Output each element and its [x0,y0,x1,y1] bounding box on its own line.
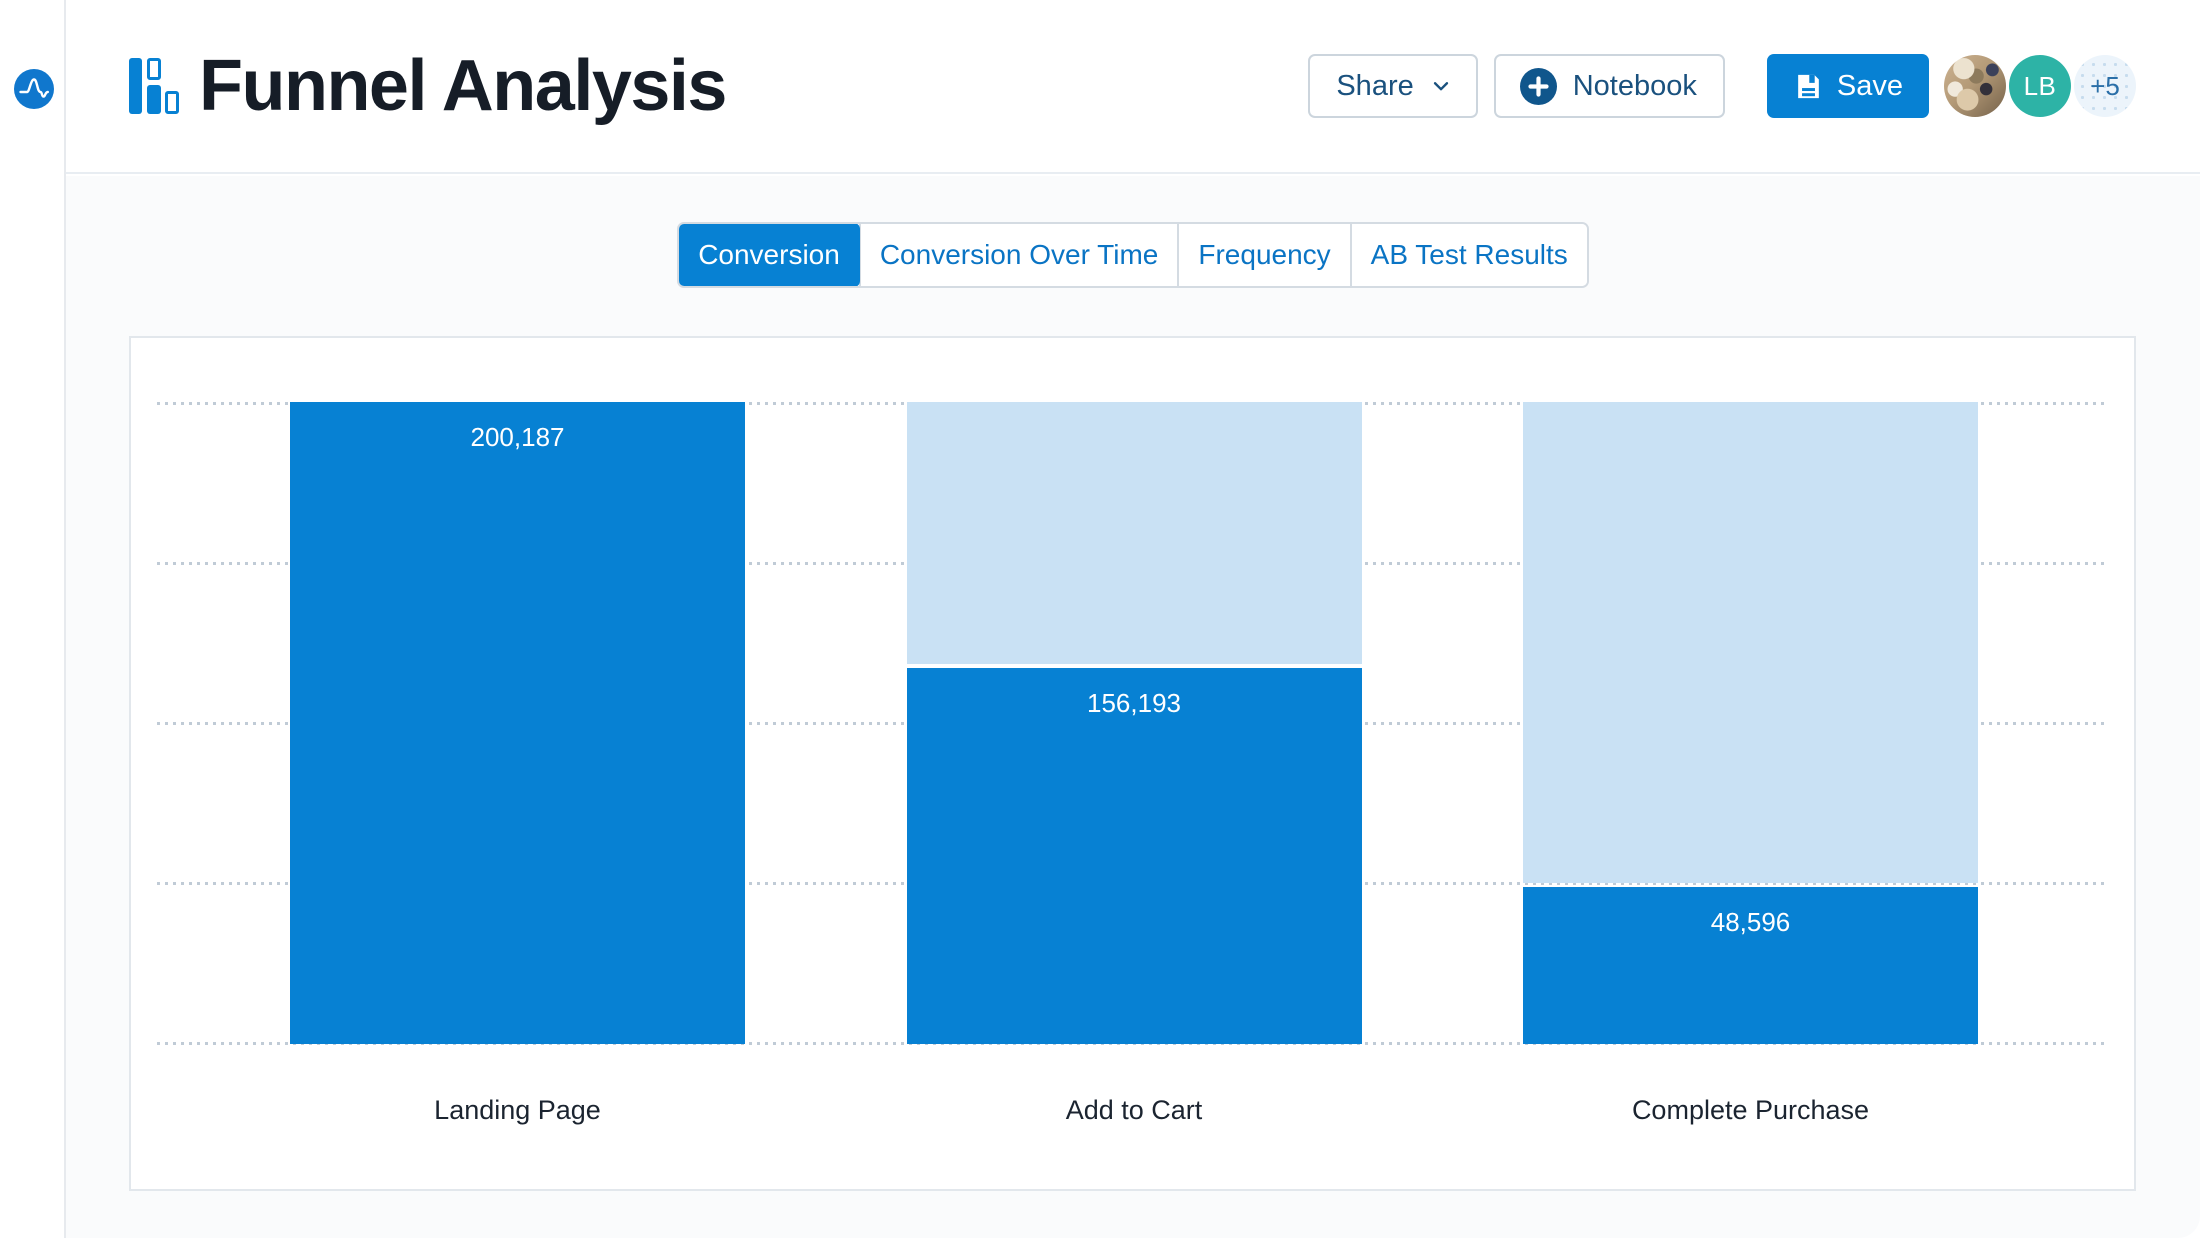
funnel-chart-icon [129,58,179,114]
plus-circle-icon [1519,67,1557,105]
funnel-step-column: 200,187 [290,402,745,1044]
header: Funnel Analysis Share Notebook [66,0,2200,174]
funnel-total-backdrop-bar[interactable] [906,402,1362,664]
funnel-converted-bar[interactable]: 48,596 [1523,887,1978,1044]
funnel-total-backdrop-bar[interactable] [1523,402,1978,883]
tab-conversion[interactable]: Conversion [679,224,860,286]
save-button[interactable]: Save [1766,54,1929,118]
funnel-converted-bar[interactable]: 156,193 [906,668,1362,1044]
user-photo-avatar[interactable] [1944,55,2006,117]
amplitude-logo-icon[interactable] [14,69,54,109]
category-label: Landing Page [434,1095,601,1125]
tabs-row: Conversion Conversion Over Time Frequency A… [66,222,2200,288]
avatar-group: LB +5 [1944,55,2136,117]
tab-frequency[interactable]: Frequency [1177,224,1350,286]
share-button[interactable]: Share [1308,54,1478,118]
tab-ab-test-results[interactable]: AB Test Results [1349,224,1587,286]
notebook-label: Notebook [1572,69,1697,102]
share-label: Share [1336,69,1414,102]
category-label: Add to Cart [1065,1095,1203,1125]
more-users-badge[interactable]: +5 [2074,55,2136,117]
funnel-chart-panel: 200,187 156,193 48,596 Landing Page Add to … [129,336,2136,1191]
bar-value-label: 156,193 [1087,688,1181,718]
chart-type-tabs: Conversion Conversion Over Time Frequency A… [677,222,1589,288]
plot-area: 200,187 156,193 48,596 [131,402,2134,1044]
bar-value-label: 200,187 [470,422,565,452]
save-label: Save [1836,69,1903,102]
bar-value-label: 48,596 [1710,907,1791,937]
category-label: Complete Purchase [1631,1095,1870,1125]
funnel-step-column: 156,193 [906,402,1362,1044]
funnel-converted-bar[interactable]: 200,187 [290,402,745,1044]
user-initials-avatar[interactable]: LB [2009,55,2071,117]
left-rail [0,0,66,1238]
save-floppy-icon [1798,74,1819,98]
chevron-down-icon [1430,75,1452,97]
page-title[interactable]: Funnel Analysis [199,46,727,126]
category-labels: Landing Page Add to Cart Complete Purchase [131,1090,2134,1130]
notebook-button[interactable]: Notebook [1493,54,1725,118]
funnel-step-column: 48,596 [1523,402,1978,1044]
main-content: Conversion Conversion Over Time Frequency A… [66,176,2200,1238]
tab-conversion-over-time[interactable]: Conversion Over Time [858,224,1178,286]
